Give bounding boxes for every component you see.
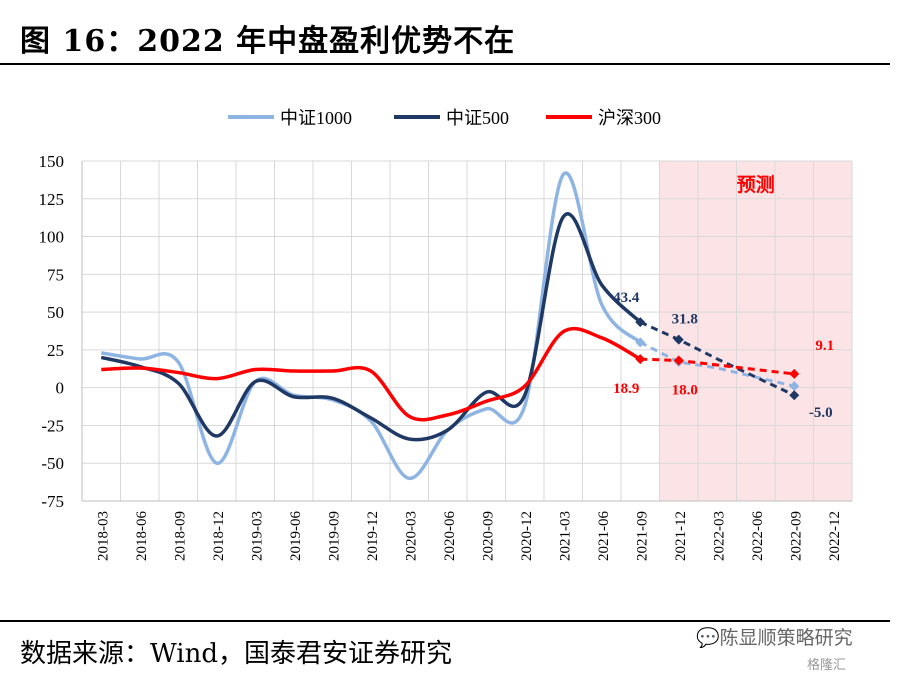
x-tick-label: 2020-12: [519, 511, 535, 561]
data-point-marker: [635, 317, 646, 328]
series-line: [100, 171, 642, 481]
forecast-line: [639, 340, 795, 388]
data-point-marker: [789, 390, 800, 401]
y-tick-label: 100: [39, 228, 65, 247]
data-point-marker: [673, 334, 684, 345]
series-line: [100, 212, 642, 442]
y-tick-label: 150: [39, 152, 65, 171]
data-label: 18.0: [672, 382, 698, 398]
data-label: 31.8: [672, 312, 698, 328]
x-tick-label: 2022-12: [827, 511, 843, 561]
top-rule: [0, 63, 890, 65]
y-tick-label: 125: [39, 190, 65, 209]
data-label: 9.1: [815, 338, 834, 354]
x-tick-label: 2022-09: [788, 511, 804, 561]
data-label: -5.0: [809, 405, 833, 421]
x-tick-label: 2022-03: [711, 511, 727, 561]
x-tick-label: 2020-03: [403, 511, 419, 561]
y-tick-label: 0: [56, 379, 65, 398]
figure-title: 图 16：2022 年中盘盈利优势不在: [20, 24, 516, 59]
x-tick-label: 2019-09: [326, 511, 342, 561]
data-point-marker: [673, 355, 684, 366]
x-tick-label: 2019-03: [249, 511, 265, 561]
line-chart: 预测 150 125 100 75 50 25 0 -25 -50 -75 2018-03 2018-0…: [39, 108, 853, 561]
forecast-line: [640, 357, 795, 376]
watermark-text: 陈显顺策略研究: [719, 627, 853, 649]
watermark-2: 格隆汇: [807, 658, 847, 673]
x-tick-label: 2019-06: [288, 511, 304, 561]
y-tick-label: -25: [41, 416, 64, 435]
legend-label: 沪深300: [598, 108, 661, 128]
data-point-marker: [789, 381, 800, 392]
source-note: 数据来源：Wind，国泰君安证券研究: [20, 639, 452, 669]
x-tick-label: 2019-12: [365, 511, 381, 561]
x-tick-label: 2021-03: [557, 511, 573, 561]
x-tick-label: 2018-12: [211, 511, 227, 561]
data-point-marker: [789, 368, 800, 379]
x-tick-label: 2018-03: [95, 511, 111, 561]
legend-label: 中证1000: [280, 108, 352, 128]
y-tick-label: 25: [47, 341, 64, 360]
y-tick-label: -75: [41, 492, 64, 511]
x-tick-label: 2018-06: [134, 511, 150, 561]
x-tick-label: 2021-12: [673, 511, 689, 561]
forecast-line: [639, 320, 795, 397]
x-tick-label: 2022-06: [750, 511, 766, 561]
wechat-icon: 💬: [696, 627, 720, 649]
y-tick-label: 50: [47, 303, 64, 322]
x-tick-label: 2021-06: [596, 511, 612, 561]
data-point-marker: [635, 337, 646, 348]
forecast-region: [659, 161, 852, 501]
x-tick-label: 2021-09: [634, 511, 650, 561]
forecast-label: 预测: [737, 174, 775, 196]
data-point-marker: [635, 354, 646, 365]
x-tick-label: 2018-09: [172, 511, 188, 561]
y-tick-label: -50: [41, 454, 64, 473]
x-tick-label: 2020-09: [480, 511, 496, 561]
watermark: 💬陈显顺策略研究: [696, 623, 853, 650]
data-label: 18.9: [613, 381, 639, 397]
data-label: 43.4: [613, 290, 640, 306]
legend-label: 中证500: [446, 108, 509, 128]
y-tick-label: 75: [47, 265, 64, 284]
bottom-rule: [0, 620, 890, 622]
series-line: [101, 326, 642, 422]
x-tick-label: 2020-06: [442, 511, 458, 561]
